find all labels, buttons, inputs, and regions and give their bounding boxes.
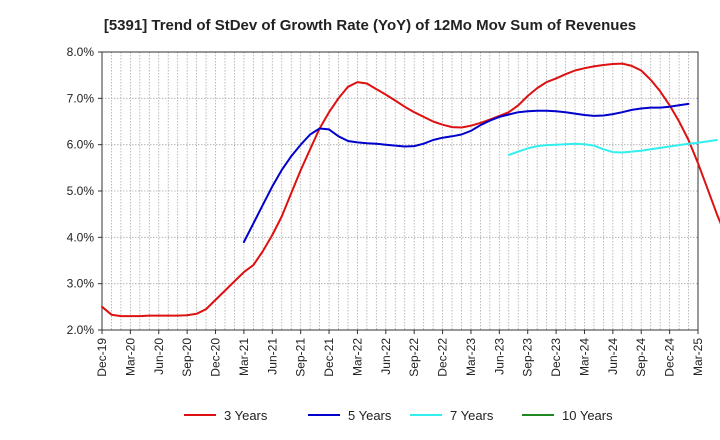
x-tick-label: Mar-22: [350, 338, 364, 376]
x-tick-label: Dec-19: [95, 338, 109, 377]
x-tick-label: Sep-23: [521, 338, 535, 377]
x-tick-label: Dec-20: [209, 338, 223, 377]
series-lines: [101, 62, 720, 318]
legend-label: 7 Years: [450, 408, 494, 423]
x-tick-label: Jun-24: [606, 338, 620, 375]
x-tick-label: Dec-23: [549, 338, 563, 377]
series-line-3-years: [101, 62, 720, 318]
x-tick-label: Sep-24: [634, 338, 648, 377]
series-line-7-years: [507, 139, 718, 156]
chart-title: [5391] Trend of StDev of Growth Rate (Yo…: [104, 17, 636, 34]
y-tick-label: 6.0%: [67, 138, 95, 152]
x-tick-label: Mar-21: [237, 338, 251, 376]
legend: 3 Years 5 Years 7 Years 10 Years: [184, 408, 613, 423]
legend-label: 10 Years: [562, 408, 613, 423]
y-tick-label: 4.0%: [67, 230, 95, 244]
y-tick-label: 2.0%: [67, 323, 95, 337]
y-axis: 2.0% 3.0% 4.0% 5.0% 6.0% 7.0% 8.0%: [67, 45, 102, 337]
x-tick-label: Dec-21: [322, 338, 336, 377]
x-tick-label: Mar-20: [123, 338, 137, 376]
x-tick-label: Jun-23: [492, 338, 506, 375]
y-tick-label: 3.0%: [67, 277, 95, 291]
legend-label: 3 Years: [224, 408, 268, 423]
x-tick-label: Sep-22: [407, 338, 421, 377]
legend-label: 5 Years: [348, 408, 392, 423]
x-tick-label: Mar-25: [691, 338, 705, 376]
y-tick-label: 7.0%: [67, 91, 95, 105]
x-axis: Dec-19 Mar-20 Jun-20 Sep-20 Dec-20 Mar-21 Jun-…: [95, 330, 705, 377]
x-tick-label: Dec-22: [436, 338, 450, 377]
x-tick-label: Sep-20: [180, 338, 194, 377]
x-tick-label: Dec-24: [663, 338, 677, 377]
grid: [102, 51, 698, 331]
series-line-5-years: [242, 102, 690, 243]
x-tick-label: Jun-21: [265, 338, 279, 375]
x-tick-label: Jun-20: [152, 338, 166, 375]
x-tick-label: Sep-21: [294, 338, 308, 377]
y-tick-label: 8.0%: [67, 45, 95, 59]
x-tick-label: Mar-24: [577, 338, 591, 376]
x-tick-label: Jun-22: [379, 338, 393, 375]
y-tick-label: 5.0%: [67, 184, 95, 198]
x-tick-label: Mar-23: [464, 338, 478, 376]
